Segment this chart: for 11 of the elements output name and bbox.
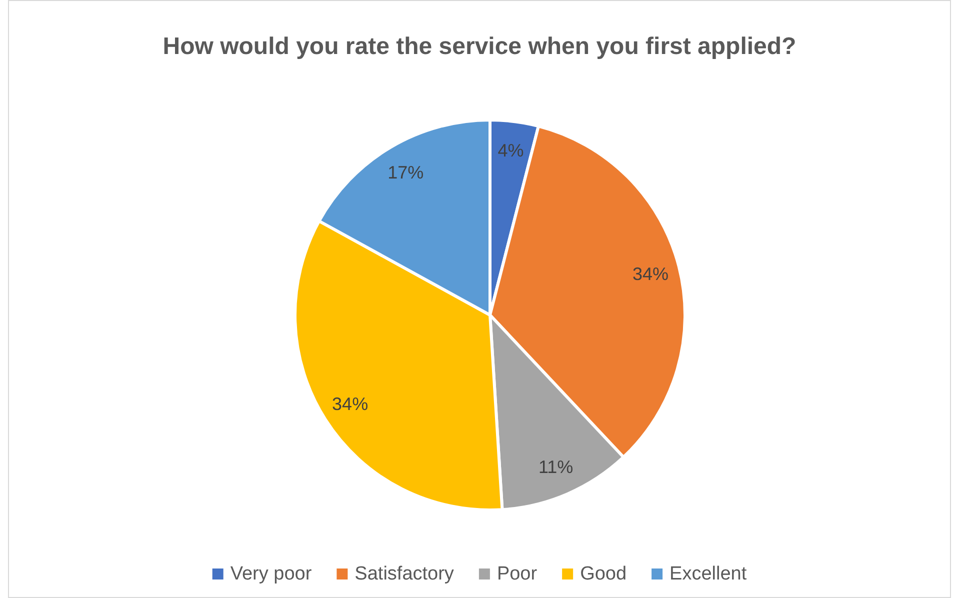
data-label: 17% — [388, 162, 424, 182]
data-label: 34% — [332, 394, 368, 414]
data-label: 11% — [538, 457, 574, 478]
legend-label: Very poor — [230, 564, 312, 584]
data-label: 34% — [632, 264, 669, 284]
legend-label: Excellent — [670, 564, 748, 584]
legend-label: Poor — [496, 564, 538, 584]
legend-label: Good — [580, 564, 627, 584]
chart-title: How would you rate the service when you first applied? — [162, 33, 796, 60]
legend-label: Satisfactory — [354, 564, 454, 584]
data-label: 4% — [498, 140, 524, 161]
